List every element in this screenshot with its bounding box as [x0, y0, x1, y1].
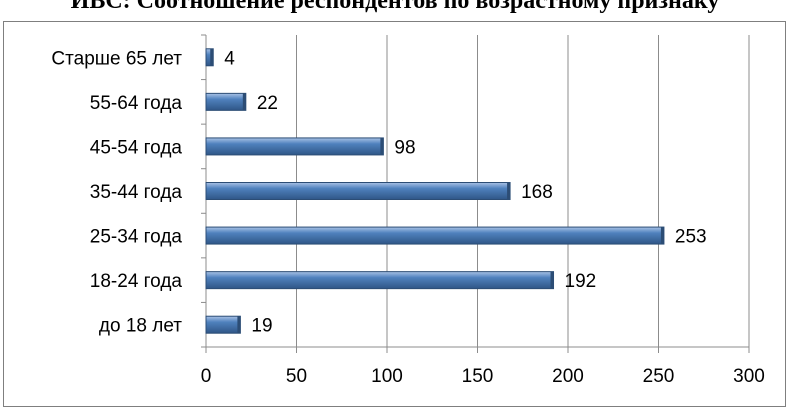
x-tick-label: 250: [643, 366, 675, 387]
bar: [205, 315, 241, 334]
category-label: 45-54 года: [90, 137, 183, 158]
x-tick-label: 0: [201, 366, 212, 387]
data-label: 19: [251, 316, 272, 337]
bar-end-cap: [507, 182, 511, 200]
labels: 0 50 100 150 200 250 300 до 18 лет 19 18-24 года 1…: [51, 48, 764, 387]
category-label: 18-24 года: [90, 271, 183, 292]
bar-end-cap: [660, 227, 664, 245]
bar-end-cap: [380, 137, 384, 155]
x-tick-label: 200: [552, 366, 584, 387]
chart-title: ИВС: Соотношение респондентов по возраст…: [70, 0, 720, 14]
bar-end-cap: [237, 316, 241, 334]
bar-end-cap: [550, 271, 554, 289]
data-label: 4: [224, 48, 235, 69]
data-label: 168: [521, 182, 553, 203]
x-tick-label: 300: [733, 366, 765, 387]
category-label: 55-64 года: [90, 93, 183, 114]
category-label: 35-44 года: [90, 182, 183, 203]
chart-frame: [3, 21, 786, 407]
x-tick-label: 100: [371, 366, 403, 387]
bar: [205, 182, 511, 200]
x-tick-label: 50: [286, 366, 307, 387]
data-label: 253: [675, 227, 707, 248]
category-label: Старше 65 лет: [51, 48, 182, 69]
category-label: 25-34 года: [90, 227, 183, 248]
data-label: 192: [565, 271, 597, 292]
x-tick-label: 150: [462, 366, 494, 387]
category-label: до 18 лет: [99, 316, 182, 337]
bar: [205, 271, 555, 290]
bars: [205, 48, 665, 334]
bar-end-cap: [210, 48, 214, 66]
data-label: 22: [257, 93, 278, 114]
bar: [205, 92, 247, 111]
bar: [205, 226, 665, 245]
bar-end-cap: [242, 93, 246, 111]
bar: [205, 137, 384, 156]
data-label: 98: [394, 137, 415, 158]
